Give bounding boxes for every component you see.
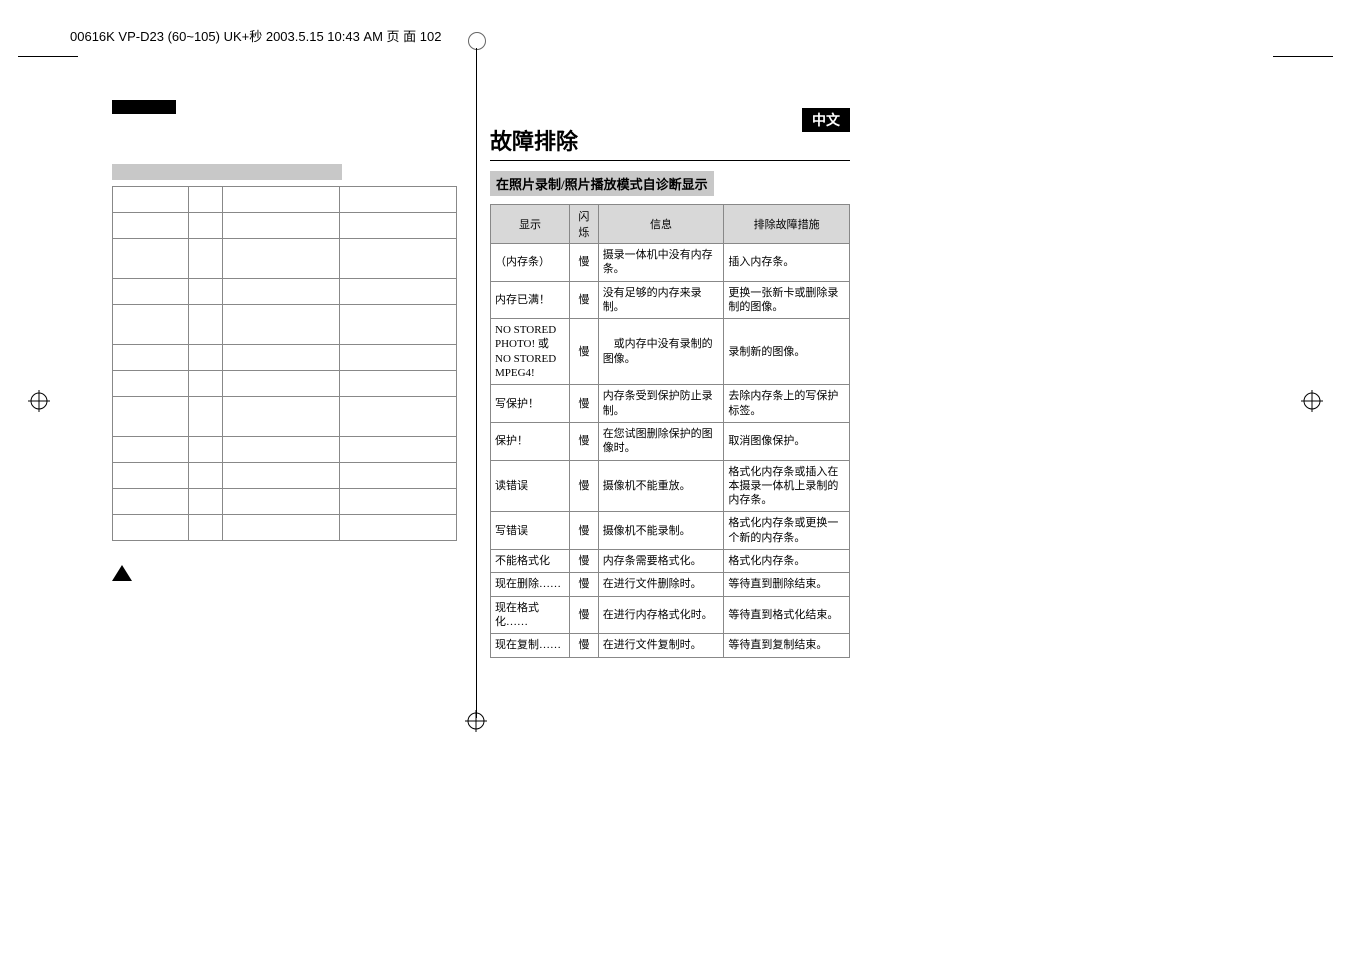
- table-cell: 慢: [569, 319, 598, 385]
- table-cell: 内存已满！: [491, 281, 570, 319]
- table-cell: 去除内存条上的写保护标签。: [724, 385, 850, 423]
- table-cell: 内存条需要格式化。: [598, 550, 724, 573]
- table-cell: 慢: [569, 281, 598, 319]
- table-cell: 格式化内存条或插入在本摄录一体机上录制的内存条。: [724, 460, 850, 512]
- table-cell: 更换一张新卡或删除录制的图像。: [724, 281, 850, 319]
- crop-mark-top-right: [1273, 56, 1333, 57]
- col-header-info: 信息: [598, 205, 724, 244]
- table-cell: 现在格式化……: [491, 596, 570, 634]
- table-cell: 慢: [569, 573, 598, 596]
- table-row: [113, 463, 457, 489]
- table-row: 写错误慢摄像机不能录制。格式化内存条或更换一个新的内存条。: [491, 512, 850, 550]
- table-cell: 在进行内存格式化时。: [598, 596, 724, 634]
- language-tag: 中文: [802, 108, 850, 132]
- table-row: NO STORED PHOTO! 或 NO STORED MPEG4!慢 或内存…: [491, 319, 850, 385]
- table-row: [113, 437, 457, 463]
- print-header: 00616K VP-D23 (60~105) UK+秒 2003.5.15 10…: [70, 26, 441, 45]
- table-cell: 现在复制……: [491, 634, 570, 657]
- page-marker-circle: [468, 32, 486, 50]
- table-cell: 现在删除……: [491, 573, 570, 596]
- table-row: 现在格式化……慢在进行内存格式化时。等待直到格式化结束。: [491, 596, 850, 634]
- left-page: [112, 108, 457, 541]
- table-cell: 摄录一体机中没有内存条。: [598, 244, 724, 282]
- table-cell: 或内存中没有录制的图像。: [598, 319, 724, 385]
- table-cell: 读错误: [491, 460, 570, 512]
- table-header-row: 显示 闪烁 信息 排除故障措施: [491, 205, 850, 244]
- table-cell: NO STORED PHOTO! 或 NO STORED MPEG4!: [491, 319, 570, 385]
- table-cell: 摄像机不能录制。: [598, 512, 724, 550]
- left-empty-table: [112, 186, 457, 541]
- table-cell: 取消图像保护。: [724, 422, 850, 460]
- right-page: 中文 故障排除 在照片录制/照片播放模式自诊断显示 显示 闪烁 信息 排除故障措…: [490, 108, 850, 658]
- table-cell: 插入内存条。: [724, 244, 850, 282]
- table-cell: 等待直到复制结束。: [724, 634, 850, 657]
- table-row: [113, 371, 457, 397]
- table-cell: 慢: [569, 550, 598, 573]
- registration-mark-center: [465, 710, 487, 732]
- table-row: （内存条）慢摄录一体机中没有内存条。插入内存条。: [491, 244, 850, 282]
- table-cell: 保护！: [491, 422, 570, 460]
- table-row: 现在复制……慢在进行文件复制时。等待直到复制结束。: [491, 634, 850, 657]
- left-black-box: [112, 100, 176, 114]
- table-row: [113, 345, 457, 371]
- table-row: [113, 397, 457, 437]
- table-cell: 慢: [569, 460, 598, 512]
- col-header-blink: 闪烁: [569, 205, 598, 244]
- table-row: 保护！慢在您试图删除保护的图像时。取消图像保护。: [491, 422, 850, 460]
- diagnostic-table: 显示 闪烁 信息 排除故障措施 （内存条）慢摄录一体机中没有内存条。插入内存条。…: [490, 204, 850, 658]
- table-row: [113, 213, 457, 239]
- table-cell: 在您试图删除保护的图像时。: [598, 422, 724, 460]
- table-row: 不能格式化慢内存条需要格式化。格式化内存条。: [491, 550, 850, 573]
- section-heading: 在照片录制/照片播放模式自诊断显示: [490, 171, 714, 196]
- table-cell: 慢: [569, 244, 598, 282]
- crop-mark-top-left: [18, 56, 78, 57]
- page-title: 故障排除: [490, 124, 850, 156]
- table-row: 写保护！慢内存条受到保护防止录制。去除内存条上的写保护标签。: [491, 385, 850, 423]
- table-cell: 慢: [569, 596, 598, 634]
- table-row: [113, 239, 457, 279]
- table-row: [113, 187, 457, 213]
- table-cell: （内存条）: [491, 244, 570, 282]
- table-cell: 格式化内存条或更换一个新的内存条。: [724, 512, 850, 550]
- table-cell: 在进行文件删除时。: [598, 573, 724, 596]
- table-row: 读错误慢摄像机不能重放。格式化内存条或插入在本摄录一体机上录制的内存条。: [491, 460, 850, 512]
- table-cell: 慢: [569, 634, 598, 657]
- table-row: 现在删除……慢在进行文件删除时。等待直到删除结束。: [491, 573, 850, 596]
- col-header-display: 显示: [491, 205, 570, 244]
- table-cell: 等待直到删除结束。: [724, 573, 850, 596]
- table-cell: 摄像机不能重放。: [598, 460, 724, 512]
- table-row: [113, 279, 457, 305]
- registration-mark-left: [28, 390, 50, 412]
- table-cell: 不能格式化: [491, 550, 570, 573]
- left-grey-bar: [112, 164, 342, 180]
- table-cell: 没有足够的内存来录制。: [598, 281, 724, 319]
- table-row: [113, 489, 457, 515]
- table-cell: 内存条受到保护防止录制。: [598, 385, 724, 423]
- registration-mark-right: [1301, 390, 1323, 412]
- table-cell: 慢: [569, 385, 598, 423]
- table-cell: 在进行文件复制时。: [598, 634, 724, 657]
- col-header-action: 排除故障措施: [724, 205, 850, 244]
- table-cell: 等待直到格式化结束。: [724, 596, 850, 634]
- table-cell: 格式化内存条。: [724, 550, 850, 573]
- table-row: 内存已满！慢没有足够的内存来录制。更换一张新卡或删除录制的图像。: [491, 281, 850, 319]
- triangle-marker-icon: [112, 565, 132, 581]
- title-underline: [490, 160, 850, 161]
- table-cell: 慢: [569, 422, 598, 460]
- table-row: [113, 515, 457, 541]
- table-cell: 慢: [569, 512, 598, 550]
- table-cell: 写错误: [491, 512, 570, 550]
- page-center-divider: [476, 48, 477, 718]
- table-cell: 录制新的图像。: [724, 319, 850, 385]
- table-cell: 写保护！: [491, 385, 570, 423]
- table-row: [113, 305, 457, 345]
